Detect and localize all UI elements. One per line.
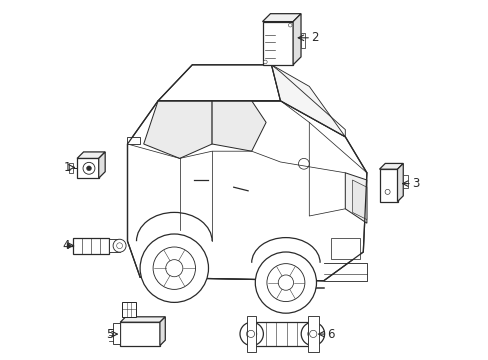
Polygon shape — [262, 14, 301, 22]
Circle shape — [301, 322, 324, 346]
Polygon shape — [212, 101, 265, 151]
Circle shape — [263, 60, 266, 64]
Bar — [403, 175, 407, 188]
Text: 4: 4 — [62, 239, 70, 252]
Bar — [301, 33, 305, 48]
Circle shape — [307, 329, 317, 339]
Polygon shape — [73, 238, 109, 254]
Circle shape — [278, 275, 293, 290]
Polygon shape — [120, 322, 160, 346]
Polygon shape — [379, 169, 397, 202]
Polygon shape — [292, 14, 301, 65]
Bar — [247, 316, 256, 352]
Text: 1: 1 — [63, 161, 71, 174]
Polygon shape — [271, 65, 345, 137]
Polygon shape — [397, 163, 403, 202]
Bar — [69, 163, 73, 173]
Polygon shape — [379, 163, 403, 169]
Polygon shape — [127, 137, 140, 144]
Polygon shape — [262, 22, 292, 65]
Circle shape — [113, 239, 126, 252]
Circle shape — [384, 189, 389, 194]
Bar — [109, 239, 120, 252]
Polygon shape — [99, 152, 105, 178]
Circle shape — [240, 322, 263, 346]
Polygon shape — [67, 243, 71, 248]
Polygon shape — [127, 101, 366, 281]
Polygon shape — [330, 238, 359, 259]
Text: 6: 6 — [326, 328, 334, 341]
Polygon shape — [352, 180, 366, 220]
Polygon shape — [77, 152, 105, 158]
Polygon shape — [120, 317, 165, 322]
Bar — [113, 323, 120, 345]
Text: 2: 2 — [310, 31, 318, 44]
Circle shape — [288, 23, 291, 27]
Polygon shape — [77, 158, 99, 178]
Polygon shape — [143, 101, 212, 158]
Circle shape — [255, 252, 316, 313]
Circle shape — [246, 329, 256, 339]
Circle shape — [309, 330, 316, 338]
Polygon shape — [122, 302, 136, 317]
Circle shape — [247, 330, 254, 338]
Text: 5: 5 — [105, 328, 113, 341]
Polygon shape — [158, 65, 280, 101]
Circle shape — [86, 166, 91, 171]
Polygon shape — [345, 173, 366, 223]
Circle shape — [140, 234, 208, 302]
Circle shape — [165, 260, 183, 277]
Polygon shape — [251, 322, 312, 346]
Polygon shape — [160, 317, 165, 346]
Bar — [307, 316, 318, 352]
Text: 3: 3 — [411, 177, 418, 190]
